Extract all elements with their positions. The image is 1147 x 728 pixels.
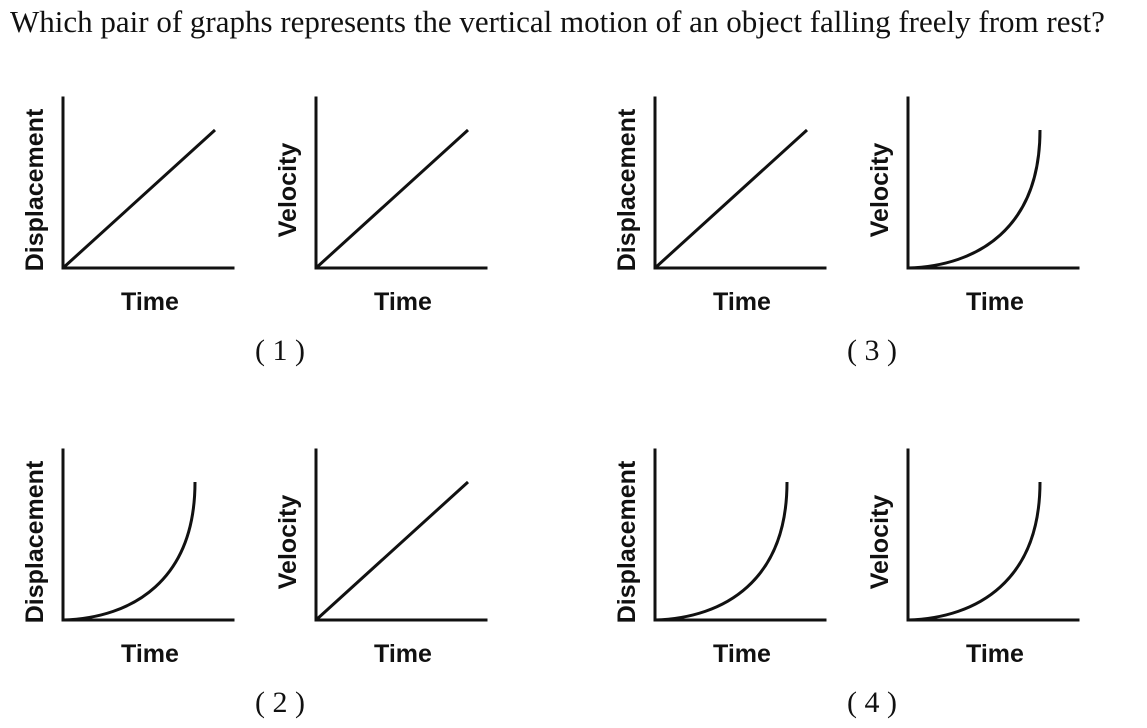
x-axis-label: Time [713, 288, 771, 316]
option-label: ( 3 ) [847, 334, 897, 367]
option-2[interactable]: Displacement Time Velocity Time ( 2 ) [21, 448, 488, 719]
linear-line [314, 480, 470, 622]
option-1-velocity-graph: Velocity Time [274, 96, 488, 316]
y-axis-label: Velocity [866, 495, 894, 590]
x-axis-label: Time [374, 640, 432, 668]
upward-curve [907, 129, 1042, 270]
y-axis-label: Displacement [21, 460, 49, 623]
option-1-displacement-graph: Displacement Time [21, 96, 235, 316]
linear-line [314, 128, 470, 270]
axes [314, 96, 488, 270]
option-4-velocity-graph: Velocity Time [866, 448, 1080, 668]
x-axis-label: Time [713, 640, 771, 668]
upward-curve [907, 481, 1042, 622]
option-1[interactable]: Displacement Time Velocity Time ( 1 ) [21, 96, 488, 367]
x-axis-label: Time [966, 640, 1024, 668]
option-4[interactable]: Displacement Time Velocity Time ( 4 ) [613, 448, 1080, 719]
linear-line [61, 128, 217, 270]
option-3-velocity-graph: Velocity Time [866, 96, 1080, 316]
y-axis-label: Velocity [866, 143, 894, 238]
y-axis-label: Displacement [21, 108, 49, 271]
option-3-displacement-graph: Displacement Time [613, 96, 827, 316]
x-axis-label: Time [121, 288, 179, 316]
option-label: ( 4 ) [847, 686, 897, 719]
linear-line [653, 128, 809, 270]
option-2-displacement-graph: Displacement Time [21, 448, 235, 668]
axes [61, 96, 235, 270]
x-axis-label: Time [966, 288, 1024, 316]
question-text: Which pair of graphs represents the vert… [10, 4, 1105, 39]
y-axis-label: Velocity [274, 495, 302, 590]
axes [653, 96, 827, 270]
upward-curve [654, 481, 789, 622]
y-axis-label: Displacement [613, 460, 641, 623]
x-axis-label: Time [121, 640, 179, 668]
option-label: ( 1 ) [255, 334, 305, 367]
x-axis-label: Time [374, 288, 432, 316]
y-axis-label: Velocity [274, 143, 302, 238]
axes [314, 448, 488, 622]
option-4-displacement-graph: Displacement Time [613, 448, 827, 668]
y-axis-label: Displacement [613, 108, 641, 271]
option-3[interactable]: Displacement Time Velocity Time ( 3 ) [613, 96, 1080, 367]
option-2-velocity-graph: Velocity Time [274, 448, 488, 668]
upward-curve [62, 481, 197, 622]
option-label: ( 2 ) [255, 686, 305, 719]
